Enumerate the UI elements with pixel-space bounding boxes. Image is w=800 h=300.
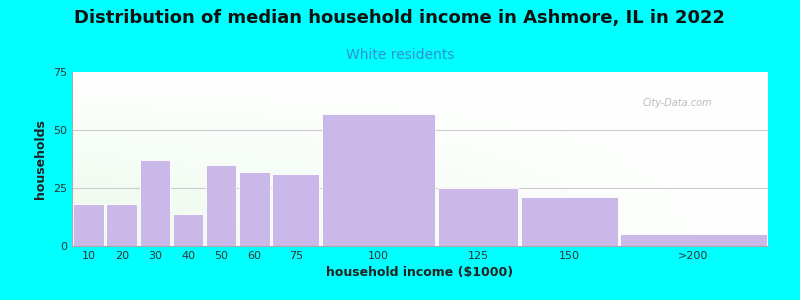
Bar xyxy=(620,234,766,246)
Y-axis label: households: households xyxy=(34,119,47,199)
Bar xyxy=(173,214,203,246)
Bar xyxy=(140,160,170,246)
Bar xyxy=(438,188,518,246)
Bar xyxy=(272,174,319,246)
Bar xyxy=(239,172,270,246)
Bar xyxy=(74,204,104,246)
Bar xyxy=(322,114,435,246)
Bar xyxy=(206,165,236,246)
Bar xyxy=(521,197,618,246)
Bar xyxy=(106,204,137,246)
Text: City-Data.com: City-Data.com xyxy=(642,98,712,108)
X-axis label: household income ($1000): household income ($1000) xyxy=(326,266,514,279)
Text: White residents: White residents xyxy=(346,48,454,62)
Text: Distribution of median household income in Ashmore, IL in 2022: Distribution of median household income … xyxy=(74,9,726,27)
